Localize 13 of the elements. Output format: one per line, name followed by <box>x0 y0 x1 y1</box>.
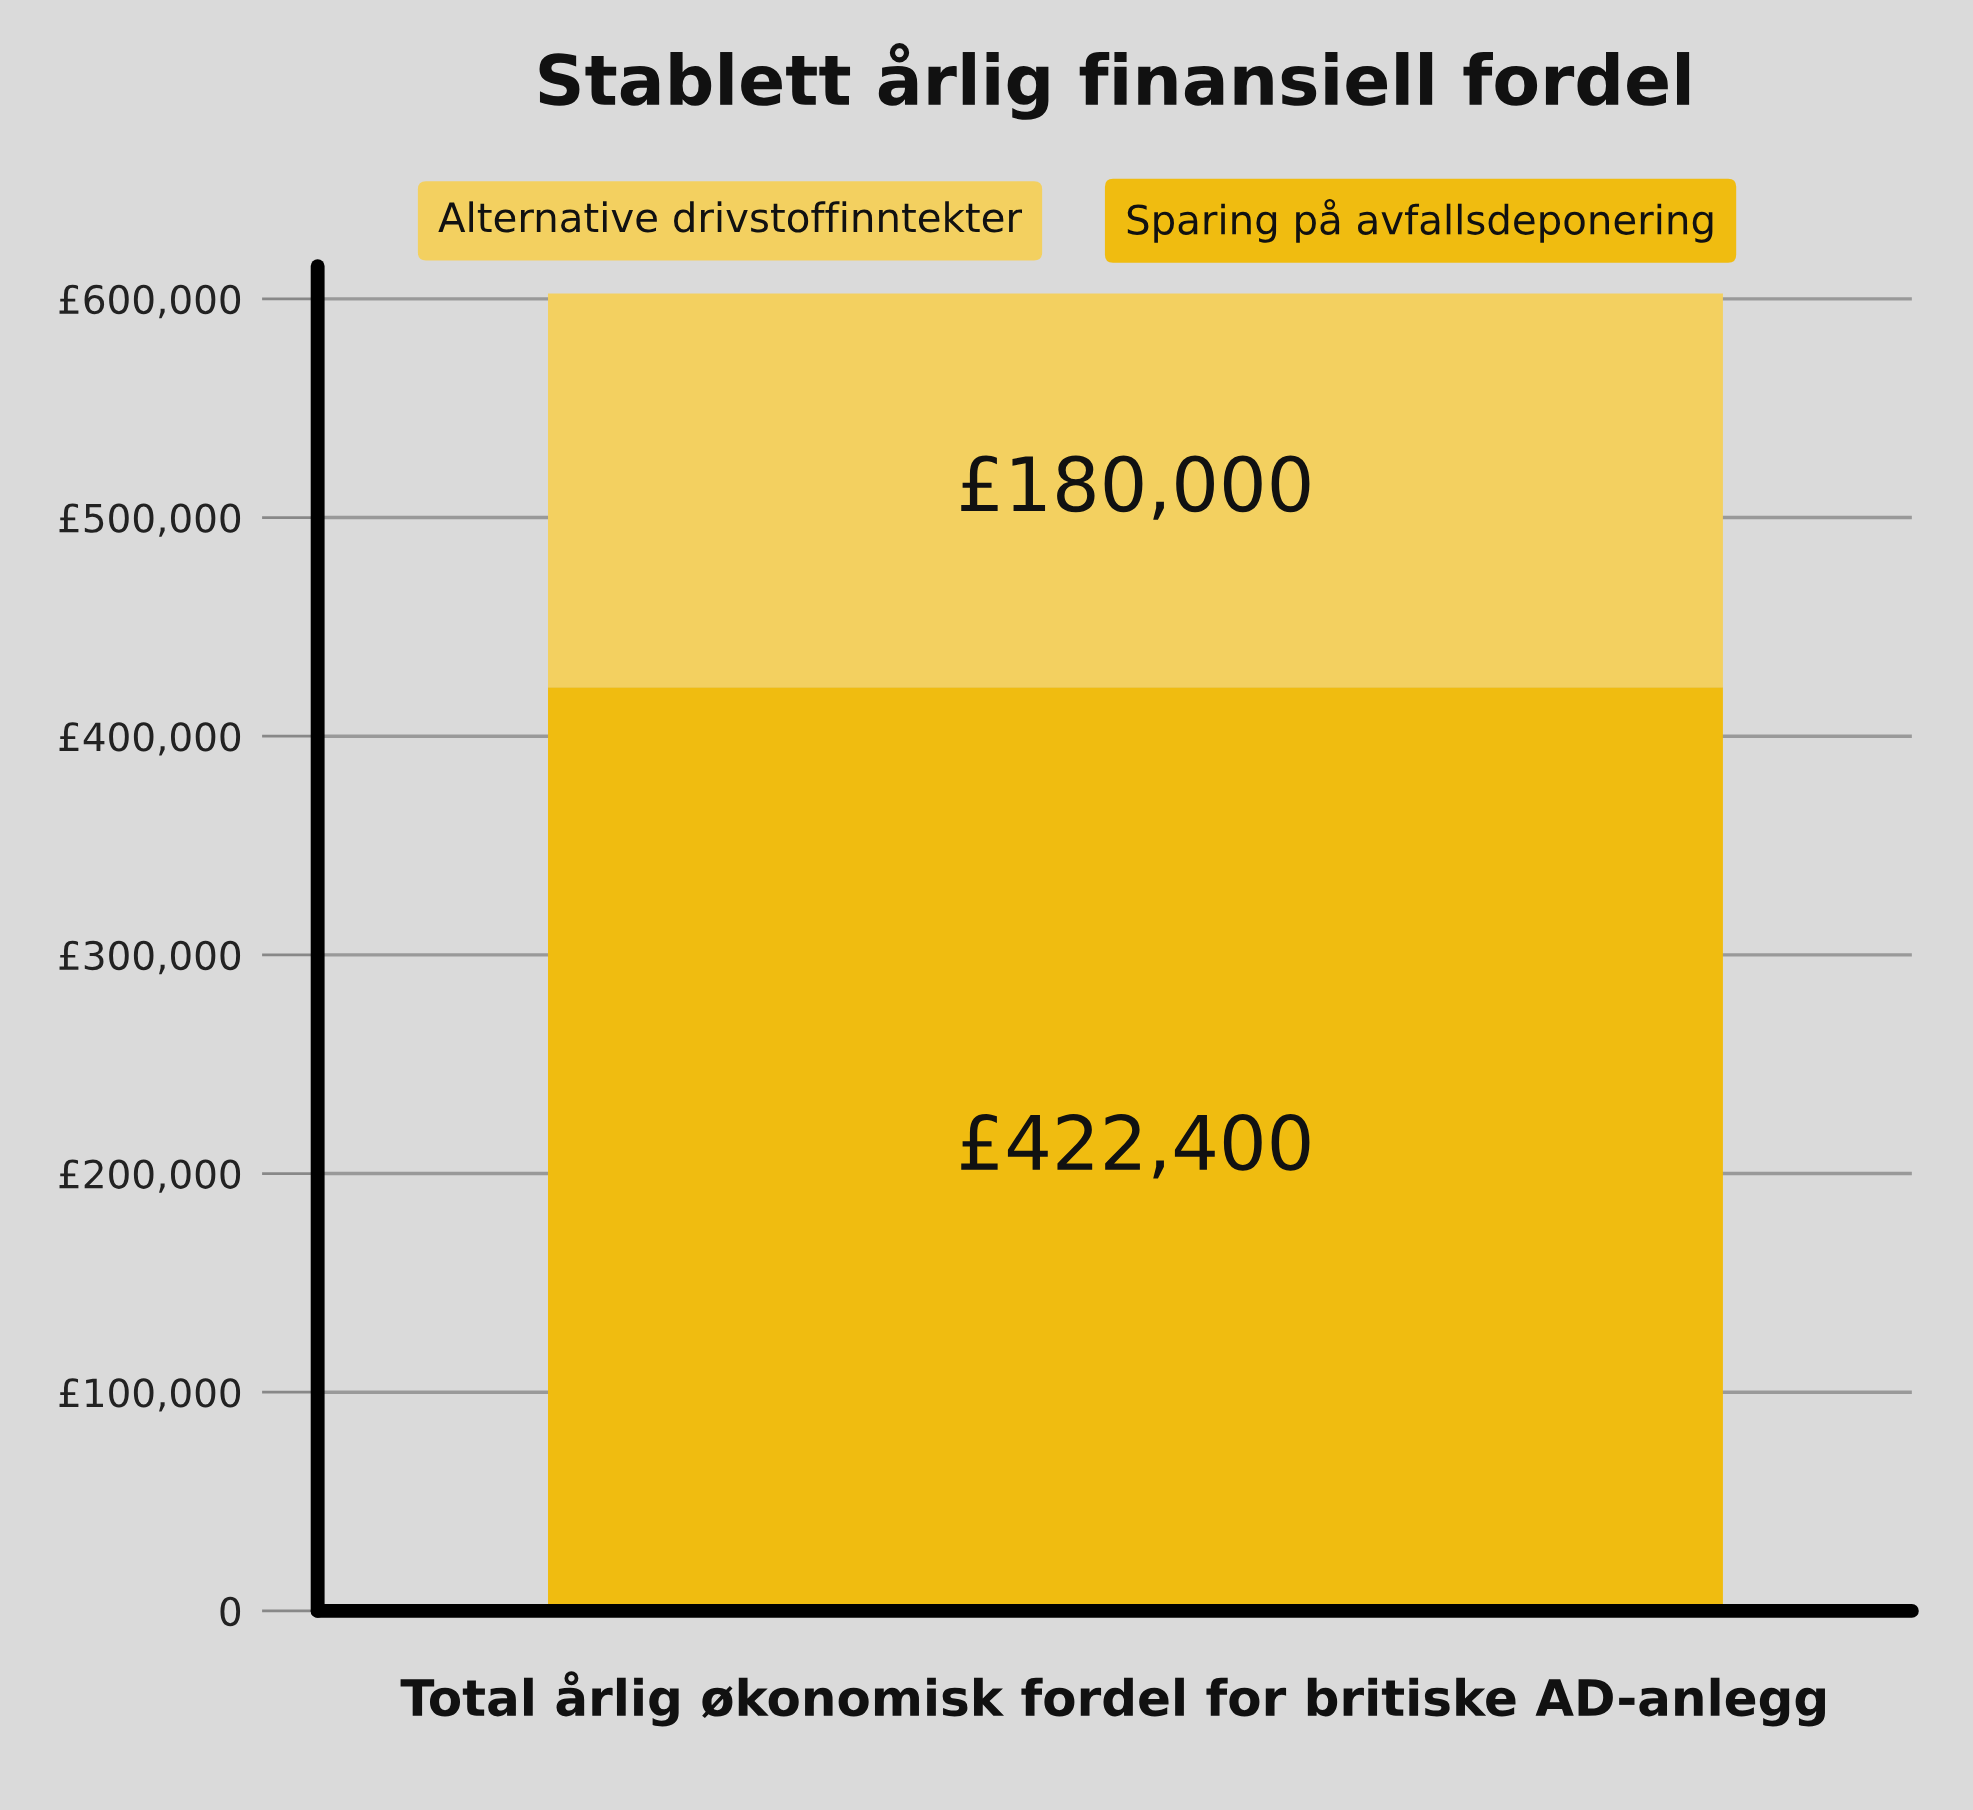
chart-title: Stablett årlig finansiell fordel <box>539 43 1690 120</box>
y-tick-label: £400,000 <box>59 722 241 756</box>
text: Sparing på avfallsdeponering <box>1127 198 1713 243</box>
data-label: £422,400 <box>961 1114 1310 1179</box>
x-axis-title: Total årlig økonomisk fordel for britiske AD-anlegg <box>400 1671 1825 1727</box>
y-tick-label: £200,000 <box>59 1159 241 1193</box>
y-tick-label: £300,000 <box>59 940 241 975</box>
series-label: Alternative drivstoffinntekter <box>438 201 1023 233</box>
y-tick-label: £100,000 <box>59 1378 241 1412</box>
y-tick-label: 0 <box>220 1596 241 1627</box>
data-label: £180,000 <box>961 455 1310 520</box>
y-tick-label: £600,000 <box>59 284 241 319</box>
y-tick-label: £500,000 <box>59 503 241 537</box>
